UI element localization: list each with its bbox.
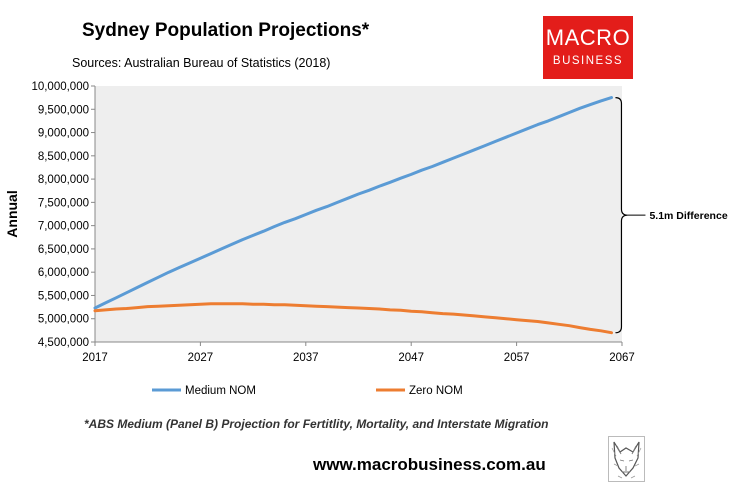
series-line-zero-nom xyxy=(93,302,613,335)
y-tick-label: 4,500,000 xyxy=(38,337,89,349)
fox-sketch-icon xyxy=(608,436,645,482)
legend-label-zero-nom: Zero NOM xyxy=(409,385,463,397)
y-tick-label: 6,500,000 xyxy=(38,244,89,256)
website-url[interactable]: www.macrobusiness.com.au xyxy=(313,455,546,474)
annotation-layer: 5.1m Difference xyxy=(615,97,728,334)
macrobusiness-logo: MACRO BUSINESS xyxy=(543,16,633,79)
y-axis-ticks: 4,500,000 5,000,000 5,500,000 6,000,000 6,50… xyxy=(31,81,95,349)
x-tick-label: 2037 xyxy=(293,352,319,364)
footnote: *ABS Medium (Panel B) Projection for Fer… xyxy=(84,417,549,431)
y-tick-label: 7,500,000 xyxy=(38,197,89,209)
x-tick-label: 2067 xyxy=(609,352,635,364)
y-tick-label: 5,500,000 xyxy=(38,290,89,302)
difference-annotation: 5.1m Difference xyxy=(649,210,727,222)
chart-title: Sydney Population Projections* xyxy=(82,20,370,41)
chart-subtitle: Sources: Australian Bureau of Statistics… xyxy=(72,56,331,70)
x-tick-label: 2057 xyxy=(504,352,530,364)
y-tick-label: 9,000,000 xyxy=(38,128,89,140)
y-tick-label: 5,000,000 xyxy=(38,314,89,326)
x-tick-label: 2017 xyxy=(82,352,108,364)
y-tick-label: 10,000,000 xyxy=(31,81,89,93)
plot-area xyxy=(95,86,622,342)
logo-line-2: BUSINESS xyxy=(552,55,624,67)
y-axis-title: Annual xyxy=(4,190,20,237)
x-tick-label: 2027 xyxy=(188,352,214,364)
legend-label-medium-nom: Medium NOM xyxy=(185,385,256,397)
series-layer xyxy=(93,96,613,335)
y-tick-label: 9,500,000 xyxy=(38,104,89,116)
x-axis-ticks: 2017 2027 2037 2047 2057 2067 xyxy=(82,342,635,364)
x-tick-label: 2047 xyxy=(398,352,424,364)
legend: Medium NOM Zero NOM xyxy=(152,385,463,397)
logo-line-1: MACRO xyxy=(545,25,631,50)
y-tick-label: 6,000,000 xyxy=(38,267,89,279)
y-tick-label: 8,500,000 xyxy=(38,151,89,163)
y-tick-label: 7,000,000 xyxy=(38,221,89,233)
y-tick-label: 8,000,000 xyxy=(38,174,89,186)
series-line-medium-nom xyxy=(93,96,613,310)
